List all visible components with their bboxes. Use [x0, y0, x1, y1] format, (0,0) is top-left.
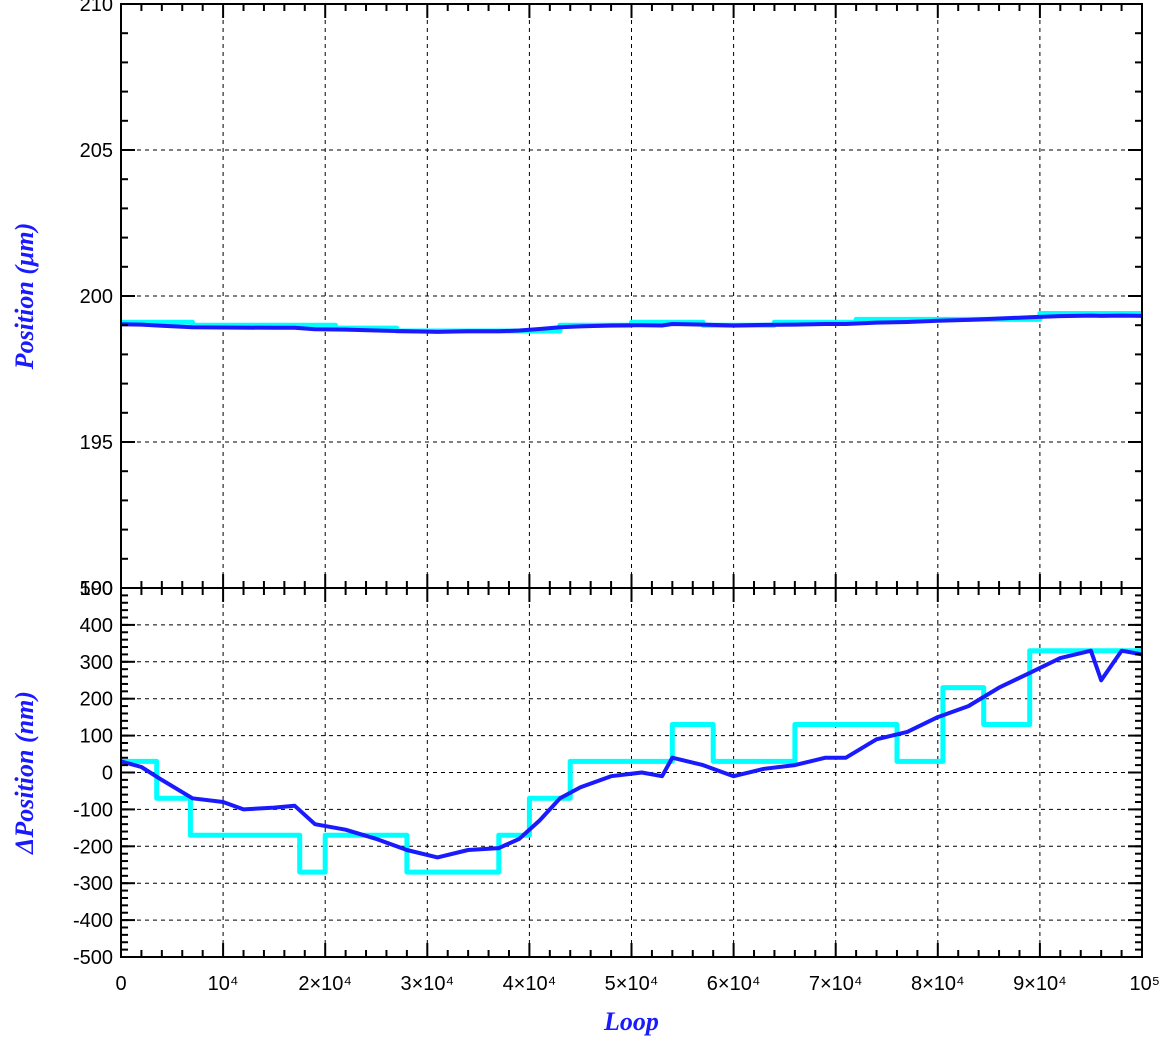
top-ticks	[120, 3, 1143, 589]
bottom-grid	[121, 588, 1142, 957]
bot-series-line-1	[121, 648, 1142, 875]
top-y-tick-label: 210	[80, 0, 113, 16]
x-tick-labels: 0 10⁴ 2×10⁴ 3×10⁴ 4×10⁴ 5×10⁴ 6×10⁴ 7×10⁴ 8×10⁴ 9…	[115, 973, 1160, 995]
bottom-y-tick-labels: -500 -400 -300 -200 -100 0 100 200 300 400 500	[73, 578, 113, 969]
bot-y-tick-label: 500	[80, 578, 113, 600]
top-panel: 190 195 200 205 210 Position (μm)	[10, 0, 1143, 600]
bot-y-tick-label: 200	[80, 689, 113, 711]
x-tick-label: 10⁴	[208, 973, 239, 995]
bot-series-line-2	[121, 648, 1142, 860]
bottom-plot-frame	[120, 587, 1143, 958]
top-y-tick-label: 190	[80, 578, 113, 600]
bot-y-tick-label: -100	[73, 799, 113, 821]
x-tick-label: 10⁵	[1129, 973, 1160, 995]
bot-y-tick-label: -300	[73, 873, 113, 895]
top-y-tick-labels: 190 195 200 205 210	[80, 0, 113, 600]
bottom-y-axis-title: ΔPosition (nm)	[10, 691, 39, 855]
bot-y-tick-label: 0	[102, 763, 113, 785]
bot-y-tick-label: -200	[73, 836, 113, 858]
bottom-panel: -500 -400 -300 -200 -100 0 100 200 300 400 500 0 10…	[10, 578, 1160, 1036]
x-tick-label: 6×10⁴	[707, 973, 761, 995]
bot-y-tick-label: -500	[73, 947, 113, 969]
top-y-tick-label: 205	[80, 140, 113, 162]
bot-y-tick-label: 100	[80, 726, 113, 748]
x-tick-label: 8×10⁴	[911, 973, 965, 995]
bot-y-tick-label: 400	[80, 615, 113, 637]
x-axis-title: Loop	[603, 1007, 659, 1036]
x-tick-label: 0	[115, 973, 126, 995]
top-series	[121, 311, 1142, 334]
bottom-series	[121, 648, 1142, 875]
x-tick-label: 5×10⁴	[605, 973, 659, 995]
top-y-tick-label: 200	[80, 286, 113, 308]
bottom-ticks	[120, 587, 1143, 958]
x-tick-label: 2×10⁴	[298, 973, 352, 995]
x-tick-label: 7×10⁴	[809, 973, 863, 995]
bot-y-tick-label: 300	[80, 652, 113, 674]
top-series-line-2	[121, 313, 1142, 334]
top-y-tick-label: 195	[80, 432, 113, 454]
x-tick-label: 4×10⁴	[503, 973, 557, 995]
top-grid	[121, 4, 1142, 588]
bot-y-tick-label: -400	[73, 910, 113, 932]
x-tick-label: 3×10⁴	[400, 973, 454, 995]
top-y-axis-title: Position (μm)	[10, 223, 39, 371]
x-tick-label: 9×10⁴	[1013, 973, 1067, 995]
